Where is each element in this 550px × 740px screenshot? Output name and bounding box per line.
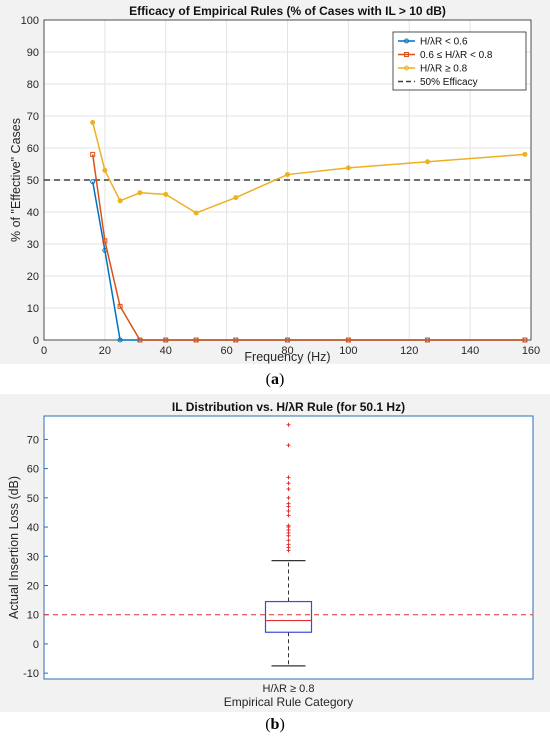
x-tick-label: 20 xyxy=(99,345,111,357)
figure-b-letter: b xyxy=(270,716,280,733)
figure-a-letter: a xyxy=(271,371,279,388)
data-point xyxy=(193,337,199,343)
figure-a-panel: 0 20 40 60 80 100 120 140 160 0 10 20 30 40 50 60 70 80 90… xyxy=(0,0,550,364)
data-point xyxy=(285,337,290,343)
legend-entry-label: H/λR ≥ 0.8 xyxy=(420,64,468,75)
data-point xyxy=(425,159,431,165)
x-tick-label: 80 xyxy=(281,345,293,357)
figure-a-chart: 0 20 40 60 80 100 120 140 160 0 10 20 30 40 50 60 70 80 90… xyxy=(9,4,540,364)
outlier-point xyxy=(286,487,291,492)
figure-b-chart: -10 0 10 20 30 40 50 60 70 IL Distribution vs. H/… xyxy=(7,400,534,709)
outlier-point xyxy=(286,513,291,518)
series-line-2 xyxy=(91,154,525,341)
legend-marker xyxy=(404,65,409,71)
data-point xyxy=(102,167,108,173)
y-tick-label: 100 xyxy=(21,15,39,27)
data-point xyxy=(345,165,351,171)
x-tick-label: 60 xyxy=(221,345,233,357)
data-point xyxy=(233,195,239,201)
data-point xyxy=(163,191,169,197)
y-tick-label: 0 xyxy=(33,639,39,651)
outlier-point xyxy=(286,481,291,486)
y-axis-label: % of "Effective" Cases xyxy=(9,118,23,242)
outlier-point xyxy=(286,538,291,543)
data-point xyxy=(522,337,528,343)
y-tick-label: 60 xyxy=(27,143,39,155)
x-tick-label: H/λR ≥ 0.8 xyxy=(263,683,315,695)
data-point xyxy=(117,303,123,309)
data-point xyxy=(522,151,528,157)
y-tick-label: 30 xyxy=(27,239,39,251)
figure-b-caption: (b) xyxy=(265,716,285,733)
figure-b-panel: -10 0 10 20 30 40 50 60 70 IL Distribution vs. H/… xyxy=(0,394,550,712)
y-tick-label: 90 xyxy=(27,47,39,59)
x-tick-label: 160 xyxy=(522,345,540,357)
legend xyxy=(392,31,527,91)
outlier-point xyxy=(286,495,291,500)
data-point xyxy=(163,337,169,343)
data-point xyxy=(137,190,143,196)
legend-entry-label: H/λR < 0.6 xyxy=(420,37,468,48)
y-tick-label: 50 xyxy=(27,175,39,187)
y-tick-label: -10 xyxy=(23,668,39,680)
chart-title: Efficacy of Empirical Rules (% of Cases … xyxy=(129,4,446,18)
legend-entry-label: 0.6 ≤ H/λR < 0.8 xyxy=(420,50,493,61)
x-tick-label: 140 xyxy=(461,345,479,357)
y-tick-label: 40 xyxy=(27,207,39,219)
y-tick-label: 80 xyxy=(27,79,39,91)
y-tick-label: 20 xyxy=(27,271,39,283)
data-point xyxy=(90,151,96,157)
outlier-point xyxy=(286,542,291,547)
data-point xyxy=(425,337,431,343)
data-point xyxy=(117,337,123,343)
x-tick-label: 100 xyxy=(339,345,357,357)
x-axis-label: Empirical Rule Category xyxy=(224,695,353,709)
legend-entry-label: 50% Efficacy xyxy=(420,77,478,88)
figure-a-caption: (a) xyxy=(265,371,285,388)
data-point xyxy=(233,337,239,343)
y-tick-label: 10 xyxy=(27,610,39,622)
outlier-point xyxy=(286,501,291,506)
outlier-point xyxy=(286,508,291,513)
data-point xyxy=(193,210,199,216)
y-tick-label: 0 xyxy=(33,335,39,347)
data-point xyxy=(102,238,108,244)
x-tick-label: 120 xyxy=(400,345,418,357)
y-tick-label: 70 xyxy=(27,434,39,446)
chart-title: IL Distribution vs. H/λR Rule (for 50.1 … xyxy=(172,400,405,414)
data-point xyxy=(90,119,96,125)
y-tick-label: 10 xyxy=(27,303,39,315)
y-tick-label: 30 xyxy=(27,551,39,563)
outlier-point xyxy=(286,443,291,448)
outlier-point xyxy=(286,475,291,480)
outlier-point xyxy=(286,422,291,427)
x-axis-label: Frequency (Hz) xyxy=(244,350,330,364)
data-point xyxy=(117,198,123,204)
x-tick-label: 0 xyxy=(41,345,47,357)
data-point xyxy=(137,337,143,343)
iqr-box xyxy=(264,600,313,633)
x-tick-label: 40 xyxy=(160,345,172,357)
y-tick-label: 70 xyxy=(27,111,39,123)
legend-marker xyxy=(404,38,409,44)
y-tick-label: 60 xyxy=(27,464,39,476)
y-axis-label: Actual Insertion Loss (dB) xyxy=(7,476,21,619)
outlier-point xyxy=(286,523,291,528)
data-point xyxy=(285,172,290,178)
data-point xyxy=(90,179,96,185)
legend-marker xyxy=(404,52,409,57)
data-point xyxy=(345,337,351,343)
y-tick-label: 50 xyxy=(27,493,39,505)
y-tick-label: 20 xyxy=(27,580,39,592)
y-tick-label: 40 xyxy=(27,522,39,534)
